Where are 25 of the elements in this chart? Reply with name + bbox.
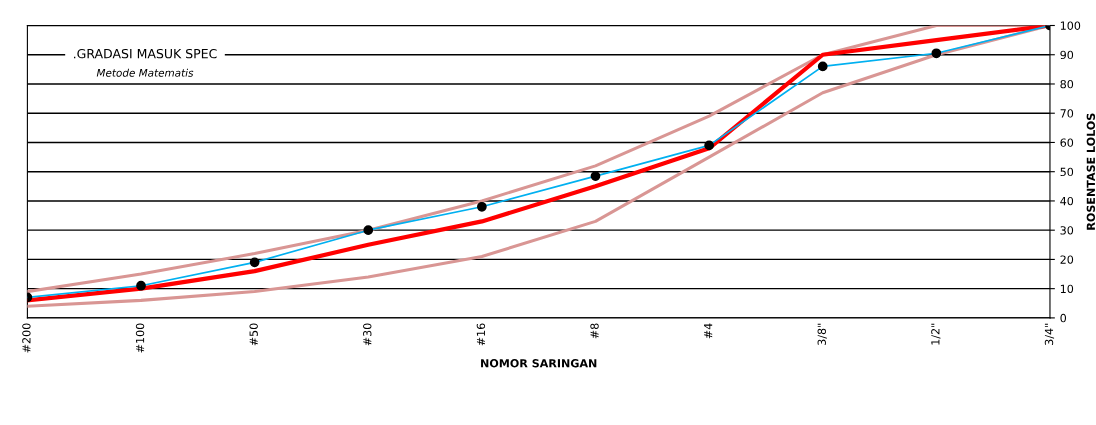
y-tick-label: 50 [1060,167,1074,177]
y-tick-label: 0 [1060,313,1067,323]
y-tick-label: 40 [1060,196,1074,206]
x-tick-label: #8 [590,323,599,339]
y-tick-label: 30 [1060,226,1074,235]
y-tick-label: 80 [1060,79,1074,89]
y-tick-label: 100 [1060,21,1081,30]
x-tick-label: 3/8" [817,323,827,345]
x-axis-title: NOMOR SARINGAN [481,359,597,368]
x-tick-label: #100 [135,323,145,353]
y-tick-label: 60 [1060,138,1074,147]
x-tick-label: #4 [704,323,713,339]
x-tick-label: 1/2" [931,323,941,345]
x-tick-label: #50 [249,323,258,346]
x-tick-label: 3/4" [1044,323,1055,345]
y-tick-label: 10 [1060,284,1074,294]
annotation: .GRADASI MASUK SPEC [74,48,217,59]
y-tick-label: 20 [1060,255,1074,264]
x-tick-label: #16 [476,323,486,346]
y-tick-label: 70 [1060,109,1074,118]
annotation: Metode Matematis [96,68,194,77]
y-tick-label: 90 [1060,50,1074,60]
x-tick-label: #30 [363,323,372,346]
x-tick-label: #200 [22,323,31,353]
y-axis-title: ROSENTASE LOLOS [1086,113,1096,230]
